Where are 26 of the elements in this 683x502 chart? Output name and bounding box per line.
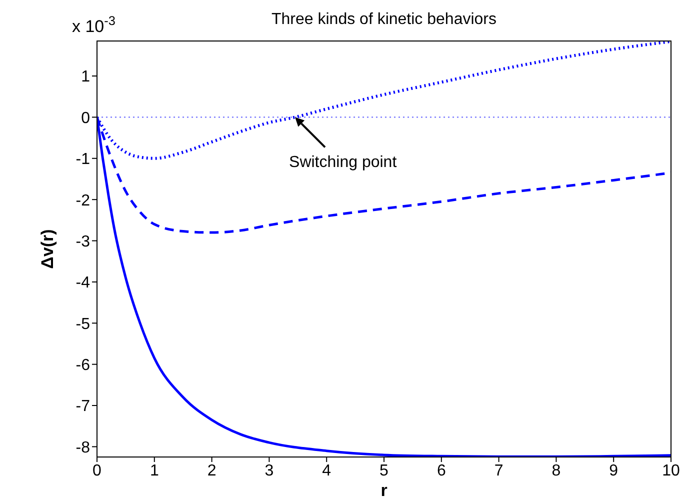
- y-tick-label: -8: [76, 439, 90, 456]
- x-tick-label: 8: [552, 462, 561, 480]
- y-tick-label: -6: [76, 357, 90, 374]
- y-tick-label: -3: [76, 233, 90, 250]
- y-axis-title: Δv(r): [38, 229, 58, 269]
- y-tick-label: -4: [76, 274, 90, 292]
- x-tick-label: 10: [662, 462, 680, 480]
- x-tick-label: 9: [609, 462, 618, 480]
- x-tick-label: 4: [322, 462, 332, 480]
- x-tick-label: 5: [380, 462, 389, 480]
- annotation: Switching point: [289, 154, 398, 172]
- x-tick-label: 1: [150, 462, 159, 480]
- x-tick-label: 7: [494, 462, 504, 480]
- y-tick-label: -7: [76, 398, 90, 416]
- y-tick-label: -2: [76, 192, 90, 210]
- chart-title: Three kinds of kinetic behaviors: [272, 11, 496, 28]
- x-axis-title: r: [380, 481, 388, 500]
- y-tick-label: 1: [81, 68, 90, 86]
- x-tick-label: 0: [92, 462, 102, 480]
- x-tick-label: 2: [207, 462, 216, 480]
- y-tick-label: -5: [76, 316, 90, 333]
- text: x 10$^{-3}$: [72, 12, 116, 36]
- x-tick-label: 3: [264, 462, 274, 480]
- y-tick-label: 0: [81, 110, 90, 127]
- x-tick-label: 6: [436, 462, 446, 480]
- y-tick-label: -1: [76, 151, 90, 168]
